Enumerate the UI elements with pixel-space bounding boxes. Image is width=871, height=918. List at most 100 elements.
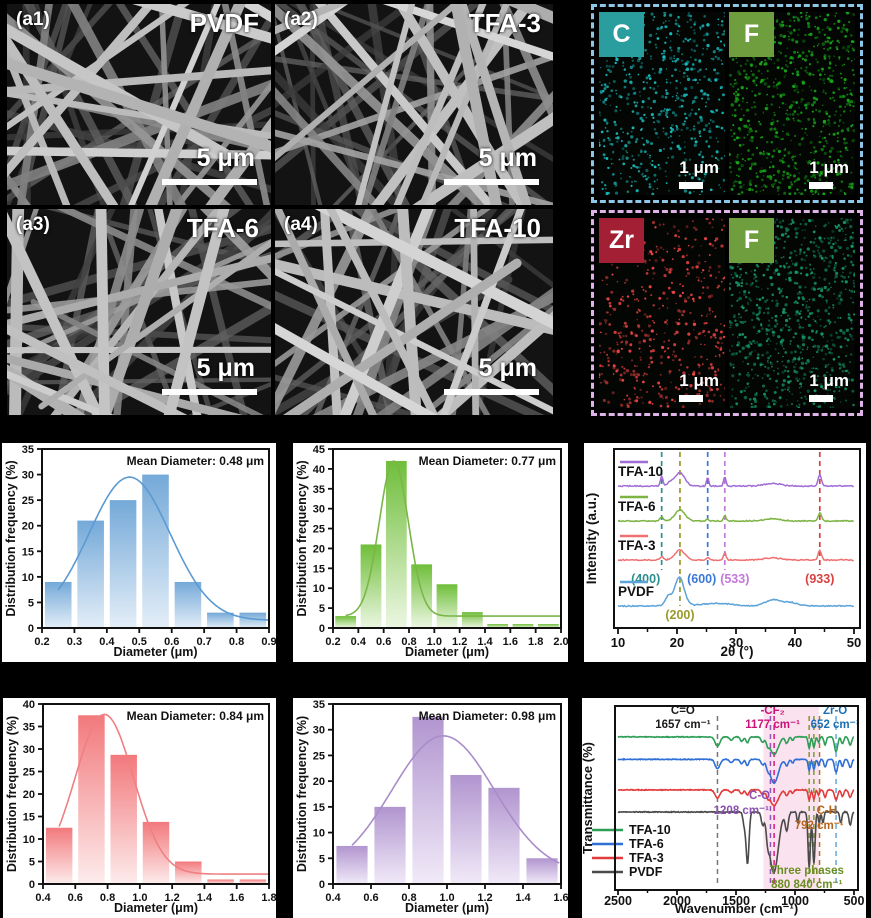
scale-text: 1 μm [679,158,719,177]
eds-dot [729,349,731,352]
eds-dot [832,91,835,94]
eds-dot [616,136,620,140]
eds-dot [675,126,679,129]
eds-dot [662,130,665,133]
eds-dot [782,93,786,97]
eds-dot [664,41,667,44]
eds-dot [777,93,779,96]
eds-dot [769,355,772,358]
eds-dot [844,387,848,391]
eds-dot [821,346,824,349]
eds-dot [832,268,836,272]
eds-dot [780,388,784,392]
eds-dot [840,401,842,403]
eds-dot [620,403,622,405]
x-tick-label: 0.6 [164,636,179,648]
eds-dot [664,20,667,23]
eds-dot [630,331,633,334]
eds-dot [610,163,613,165]
eds-dot [792,336,795,339]
x-tick-label: 1000 [781,894,809,908]
eds-dot [637,154,640,157]
eds-dot [827,312,830,315]
eds-dot [667,156,669,159]
eds-dot [829,97,832,100]
fiber [448,209,553,289]
bar [239,612,267,628]
eds-dot [644,174,647,178]
eds-dot [654,226,657,229]
eds-dot [819,73,822,77]
eds-dot [740,316,743,319]
eds-dot [810,51,814,54]
ftir-annotation: C=O [671,705,695,717]
eds-dot [626,190,630,194]
eds-dot [806,160,808,163]
eds-dot [849,218,853,222]
eds-dot [686,20,689,24]
eds-dot [741,158,744,161]
eds-dot [767,343,770,346]
eds-dot [738,136,741,139]
eds-dot [633,400,636,402]
eds-dot [844,167,847,170]
eds-dot [850,289,854,293]
eds-dot [794,16,798,19]
eds-dot [800,97,804,102]
y-tick-label: 0 [319,623,325,635]
x-tick-label: 1.2 [477,892,492,904]
eds-dot [684,174,687,177]
eds-dot [662,21,665,24]
eds-dot [755,285,758,288]
eds-dot [619,127,623,131]
eds-dot [735,402,738,405]
scale-bar [809,182,833,189]
eds-dot [824,268,828,272]
eds-dot [798,290,801,293]
eds-dot [719,348,722,351]
eds-dot [811,338,814,342]
eds-dot [599,66,602,69]
y-tick-label: 35 [313,484,325,496]
eds-dot [829,125,831,127]
eds-dot [689,56,692,59]
eds-dot [674,99,677,102]
eds-dot [739,320,742,324]
eds-dot [787,134,790,137]
eds-dot [846,45,851,49]
eds-dot [605,381,609,385]
eds-dot [693,137,696,140]
eds-dot [796,112,800,116]
fiber [457,4,532,205]
eds-dot [671,123,674,127]
eds-dot [802,39,806,43]
eds-dot [824,139,828,143]
eds-dot [833,99,836,102]
eds-dot [820,240,824,244]
eds-dot [632,373,636,377]
eds-dot [674,113,678,117]
eds-dot [838,120,841,123]
eds-dot [838,88,840,91]
eds-dot [792,84,796,88]
eds-dot [782,35,786,39]
eds-dot [804,362,808,365]
eds-dot [746,77,749,81]
eds-dot [690,137,694,140]
eds-dot [676,96,680,100]
eds-dot [801,338,805,342]
eds-dot [672,350,675,353]
eds-dot [752,154,754,156]
eds-dot [773,127,777,131]
eds-dot [805,273,809,277]
eds-dot [782,327,784,329]
histogram-chart: 0.2 0.4 0.6 0.8 1.0 1.2 1.4 1.6 1.8 2.00510152025… [295,444,568,659]
eds-dot [664,132,668,136]
eds-dot [719,186,722,189]
eds-dot [729,326,731,329]
eds-dot [824,122,828,126]
eds-dot [607,166,610,170]
eds-dot [824,110,828,114]
eds-dot [729,161,732,165]
eds-dot [615,57,619,62]
